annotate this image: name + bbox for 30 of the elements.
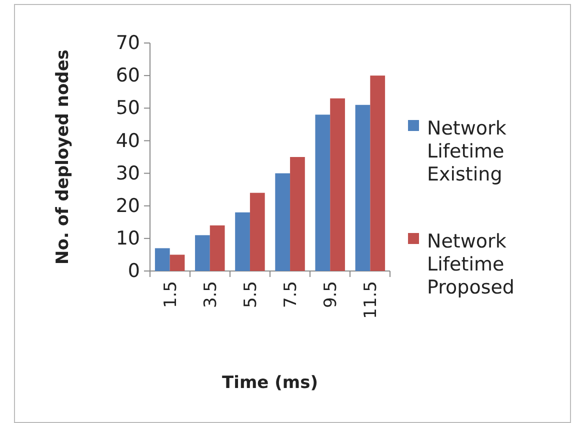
bar	[315, 114, 330, 271]
x-axis-title: Time (ms)	[222, 373, 318, 393]
x-tick-label: 11.5	[360, 281, 381, 319]
bar	[290, 157, 305, 271]
bar	[210, 225, 225, 271]
bar	[154, 248, 170, 271]
bar	[275, 173, 290, 271]
y-tick-label: 20	[116, 194, 140, 217]
x-tick-label: 5.5	[240, 281, 261, 308]
legend-label: Network Lifetime Proposed	[427, 230, 514, 298]
legend-label: Network Lifetime Existing	[427, 118, 506, 186]
y-tick-label: 40	[116, 130, 140, 152]
x-tick-label: 7.5	[280, 281, 301, 308]
y-tick-label: 30	[116, 162, 140, 184]
bar	[250, 192, 265, 271]
bar	[235, 212, 250, 271]
x-tick-label: 9.5	[320, 281, 341, 308]
y-tick-label: 0	[128, 260, 140, 282]
bar	[330, 98, 345, 271]
y-tick-label: 50	[116, 97, 140, 120]
bar	[195, 235, 210, 271]
bar	[170, 254, 185, 271]
x-tick-label: 1.5	[160, 281, 181, 308]
y-tick-label: 60	[116, 64, 140, 87]
y-tick-label: 70	[116, 32, 140, 54]
bar	[370, 76, 386, 271]
y-tick-label: 10	[116, 228, 140, 250]
y-axis-title: No. of deployed nodes	[53, 50, 73, 264]
bar	[355, 104, 370, 271]
x-tick-label: 3.5	[200, 281, 221, 308]
